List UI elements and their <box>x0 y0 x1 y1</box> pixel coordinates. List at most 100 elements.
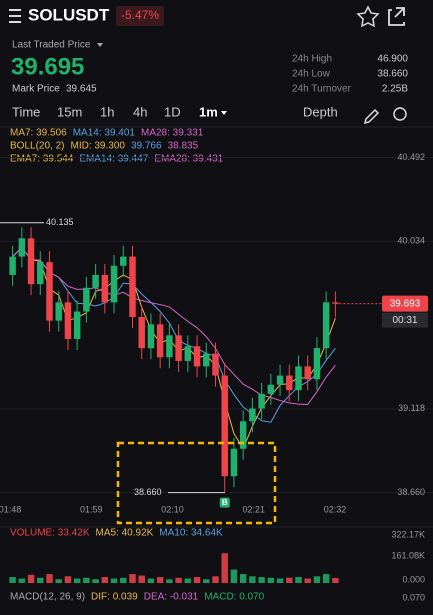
volume-bar <box>175 577 182 583</box>
volume-bar <box>203 579 210 583</box>
low-marker: 38.660 <box>134 487 162 497</box>
stat-label: 24h Low <box>292 69 331 80</box>
volume-bar <box>313 576 321 583</box>
countdown: 00:31 <box>392 315 417 326</box>
interval-tab[interactable]: 1h <box>100 104 114 119</box>
volume-bar <box>249 576 256 583</box>
depth-tab[interactable]: Depth <box>303 104 338 119</box>
change: -5.47% <box>121 8 159 22</box>
volume-bar <box>258 577 265 583</box>
volume-bar <box>286 577 293 583</box>
indicator-value: MA7: 39.506 <box>10 128 67 139</box>
indicator-value: MA14: 39.401 <box>73 128 136 139</box>
candle-body <box>156 324 164 358</box>
mark-price: 39.645 <box>66 84 97 95</box>
change-badge <box>116 6 164 26</box>
candle-body <box>92 274 99 288</box>
volume-bar <box>332 578 339 583</box>
moving-average <box>12 246 336 423</box>
price-label[interactable]: Last Traded Price <box>12 40 91 51</box>
draw-icon[interactable] <box>363 108 380 125</box>
indicator-value: EMA14: 39.447 <box>79 154 148 165</box>
indicator-value: MA28: 39.331 <box>141 128 204 139</box>
indicator-value: EMA28: 39.431 <box>154 154 223 165</box>
high-marker: 40.135 <box>46 217 74 227</box>
candle-body <box>27 238 35 285</box>
candle-body <box>322 302 330 349</box>
candle-body <box>147 324 155 349</box>
y-tick-label: 38.660 <box>397 487 425 497</box>
candle-body <box>83 287 90 312</box>
current-price-badge <box>382 295 428 312</box>
volume-bar <box>322 574 330 583</box>
mark-label: Mark Price <box>12 84 60 95</box>
candle-body <box>110 265 118 303</box>
settings-icon[interactable] <box>393 107 407 121</box>
volume-bar <box>73 578 81 583</box>
volume-bar <box>92 579 99 583</box>
stat-value: 2.25B <box>382 84 408 95</box>
macd-label: MACD: 0.070 <box>204 592 264 603</box>
dropdown-icon <box>221 111 227 115</box>
share-icon[interactable] <box>388 7 405 26</box>
candle-body <box>221 375 228 477</box>
interval-tab[interactable]: 1D <box>164 104 181 119</box>
candle-body <box>239 421 247 449</box>
volume-tick-label: 161.08K <box>391 550 425 560</box>
indicator-value: 38.835 <box>168 141 199 152</box>
interval-tab[interactable]: Time <box>12 104 40 119</box>
volume-bar <box>184 578 192 583</box>
menu-icon[interactable] <box>9 9 21 23</box>
candle-body <box>37 262 44 285</box>
moving-average <box>12 246 336 405</box>
volume-label: MA5: 40.92K <box>95 528 153 539</box>
candle-body <box>212 353 219 376</box>
indicator-value: EMA7: 39.544 <box>10 154 74 165</box>
current-price: 39.693 <box>390 298 421 309</box>
indicator-value: BOLL(20, 2) <box>10 141 64 152</box>
candle-body <box>276 375 284 385</box>
interval-tab[interactable]: 1m <box>199 104 218 119</box>
candle-body <box>286 375 293 391</box>
buy-label: B <box>222 498 228 507</box>
candle-body <box>249 408 256 422</box>
candle-body <box>175 335 182 361</box>
volume-label: MA10: 34.64K <box>159 528 223 539</box>
stat-label: 24h Turnover <box>292 84 352 95</box>
volume-tick-label: 0.000 <box>402 574 425 584</box>
interval-tab[interactable]: 15m <box>57 104 82 119</box>
indicator-value: 39.766 <box>131 141 162 152</box>
candle-body <box>313 348 321 380</box>
candle-body <box>46 262 53 321</box>
candle-body <box>9 256 16 275</box>
candle-body <box>230 448 238 477</box>
volume-bar <box>18 578 26 583</box>
favorite-icon[interactable] <box>356 5 380 28</box>
volume-bar <box>83 577 90 583</box>
symbol[interactable]: SOLUSDT <box>28 5 110 24</box>
candle-body <box>332 302 339 304</box>
dropdown-icon <box>97 43 103 47</box>
volume-bar <box>46 574 53 583</box>
interval-tab[interactable]: 4h <box>133 104 147 119</box>
candle-body <box>258 393 265 409</box>
macd-label: MACD(12, 26, 9) <box>10 592 85 603</box>
volume-bar <box>166 579 173 583</box>
candle-body <box>166 335 173 358</box>
candle-body <box>295 366 302 391</box>
volume-bar <box>9 577 16 583</box>
macd-label: DIF: 0.039 <box>91 592 138 603</box>
candle-body <box>304 366 311 380</box>
volume-bar <box>304 578 311 583</box>
volume-label: VOLUME: 33.42K <box>10 528 90 539</box>
candle-body <box>64 302 72 339</box>
stat-value: 46.900 <box>377 54 408 65</box>
y-tick-label: 40.492 <box>397 152 425 162</box>
volume-bar <box>193 577 201 583</box>
candle-body <box>55 302 62 321</box>
volume-bar <box>101 577 109 583</box>
candle-body <box>18 238 26 257</box>
volume-tick-label: 322.17K <box>391 529 425 539</box>
candle-body <box>120 256 127 266</box>
